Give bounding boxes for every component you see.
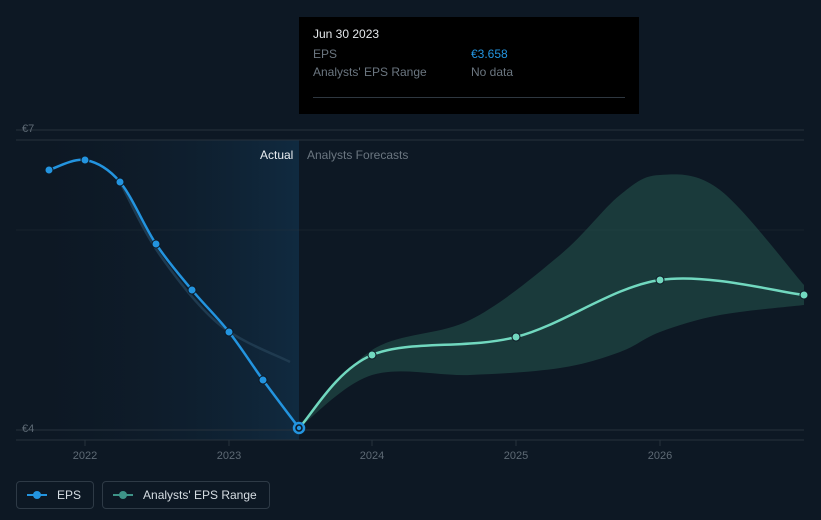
chart-tooltip: Jun 30 2023 EPS €3.658 Analysts' EPS Ran… [299,17,639,114]
section-label-actual: Actual [260,148,293,162]
legend-swatch-eps [27,494,47,496]
legend-label-range: Analysts' EPS Range [143,488,257,502]
y-axis-max: €7 [22,123,34,135]
legend-label-eps: EPS [57,488,81,502]
tooltip-range-label: Analysts' EPS Range [313,65,431,79]
legend-item-range[interactable]: Analysts' EPS Range [102,481,270,509]
tooltip-eps-label: EPS [313,47,431,61]
x-axis-label: 2022 [73,450,97,462]
legend-swatch-range [113,494,133,496]
eps-chart: { "tooltip": { "date": "Jun 30 2023", "e… [0,0,821,520]
x-axis-label: 2026 [648,450,672,462]
x-axis-label: 2025 [504,450,528,462]
y-axis-min: €4 [22,423,34,435]
x-axis-label: 2024 [360,450,384,462]
tooltip-eps-value: €3.658 [471,47,508,61]
tooltip-range-value: No data [471,65,513,79]
x-axis-label: 2023 [217,450,241,462]
legend: EPS Analysts' EPS Range [16,481,270,509]
legend-item-eps[interactable]: EPS [16,481,94,509]
tooltip-date: Jun 30 2023 [313,27,625,41]
section-label-forecast: Analysts Forecasts [307,148,408,162]
